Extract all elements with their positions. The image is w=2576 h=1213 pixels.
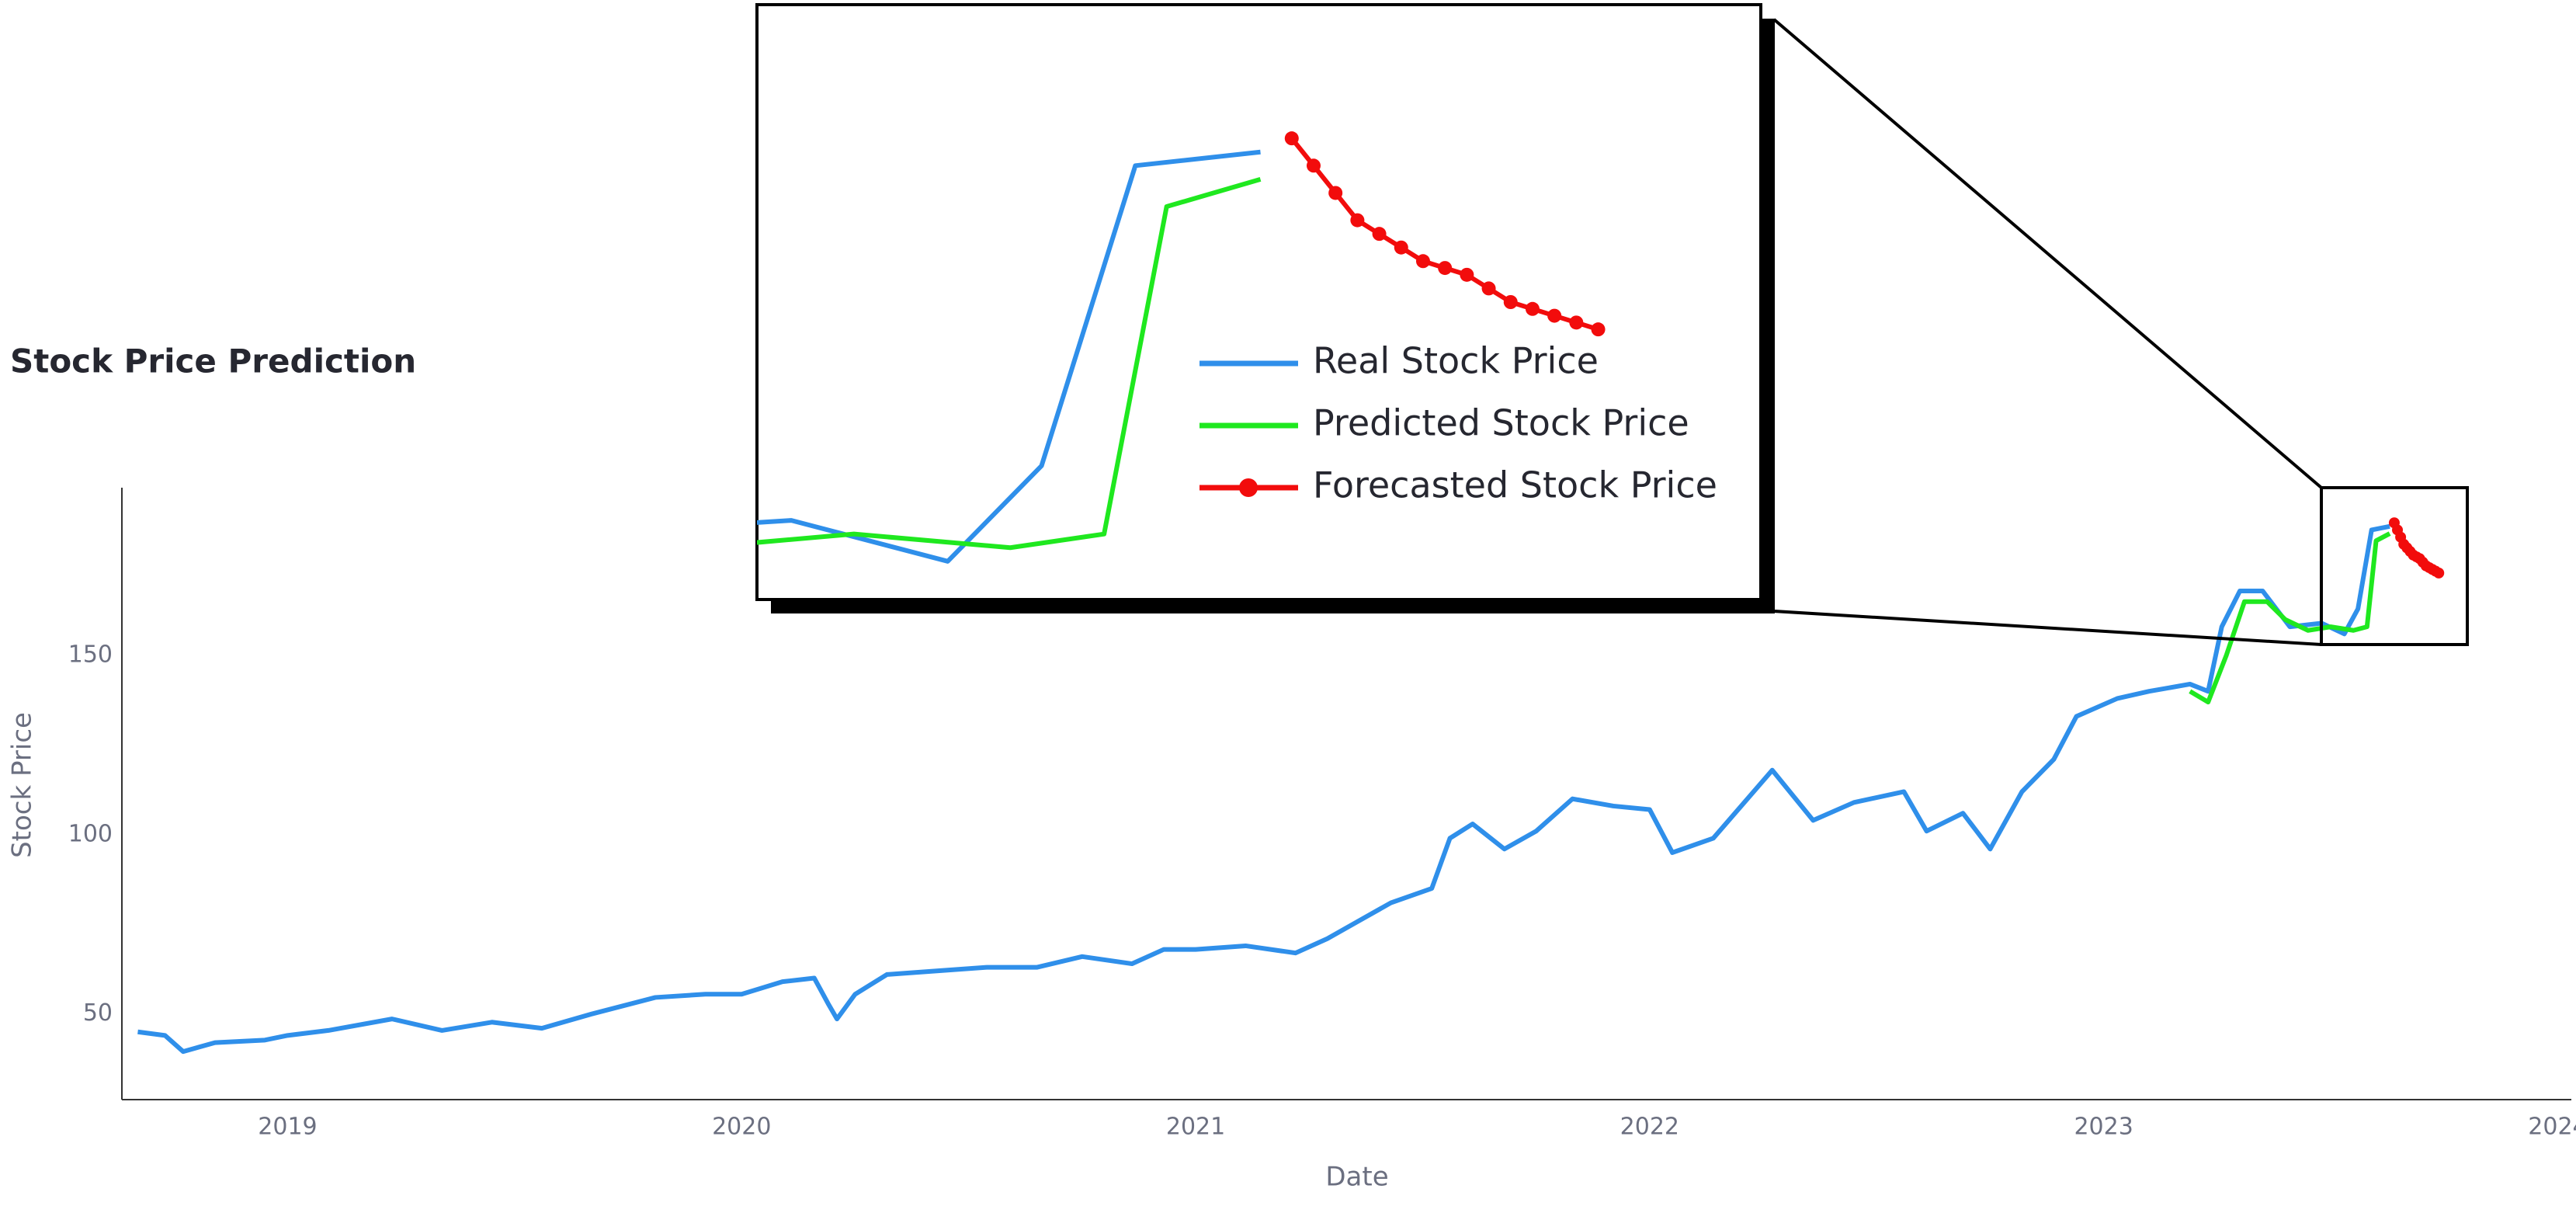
- x-tick-label: 2024: [2528, 1114, 2576, 1141]
- plot-area: [137, 517, 2445, 1055]
- marker: [1438, 261, 1453, 276]
- zoom-box: [2320, 486, 2469, 646]
- marker: [1394, 240, 1408, 255]
- x-tick-label: 2022: [1620, 1114, 1679, 1141]
- line: [757, 177, 1262, 551]
- marker: [1306, 158, 1321, 173]
- y-tick-label: 100: [68, 820, 113, 847]
- marker: [1415, 254, 1430, 269]
- marker: [1591, 322, 1606, 337]
- zoom-connector: [1772, 18, 2323, 489]
- legend: Real Stock Price Predicted Stock Price For…: [1199, 340, 1717, 506]
- line: [2189, 531, 2391, 705]
- inset-plot: [757, 131, 1606, 564]
- legend-label: Forecasted Stock Price: [1313, 464, 1717, 506]
- marker: [1547, 308, 1562, 323]
- marker: [1284, 131, 1299, 146]
- marker: [1350, 213, 1365, 228]
- inset-frame: [755, 3, 1762, 601]
- marker: [2433, 567, 2445, 579]
- marker: [1328, 186, 1343, 200]
- y-tick-label: 150: [68, 641, 113, 669]
- chart-title: Stock Price Prediction: [10, 342, 416, 381]
- x-tick-label: 2023: [2074, 1114, 2133, 1141]
- marker: [1481, 281, 1496, 296]
- x-tick-label: 2020: [712, 1114, 771, 1141]
- y-tick-label: 50: [83, 999, 113, 1027]
- legend-marker: [1239, 478, 1258, 497]
- line: [137, 523, 2390, 1055]
- x-axis-label: Date: [1325, 1162, 1388, 1193]
- x-tick-label: 2021: [1166, 1114, 1225, 1141]
- y-axis-label: Stock Price: [7, 712, 38, 858]
- legend-label: Predicted Stock Price: [1313, 402, 1689, 444]
- x-tick-label: 2019: [258, 1114, 317, 1141]
- zoom-connector: [1773, 610, 2322, 646]
- legend-label: Real Stock Price: [1313, 340, 1599, 382]
- marker: [1503, 295, 1518, 309]
- marker: [1525, 301, 1540, 316]
- marker: [1569, 315, 1584, 330]
- marker: [1372, 227, 1387, 242]
- marker: [1460, 267, 1474, 282]
